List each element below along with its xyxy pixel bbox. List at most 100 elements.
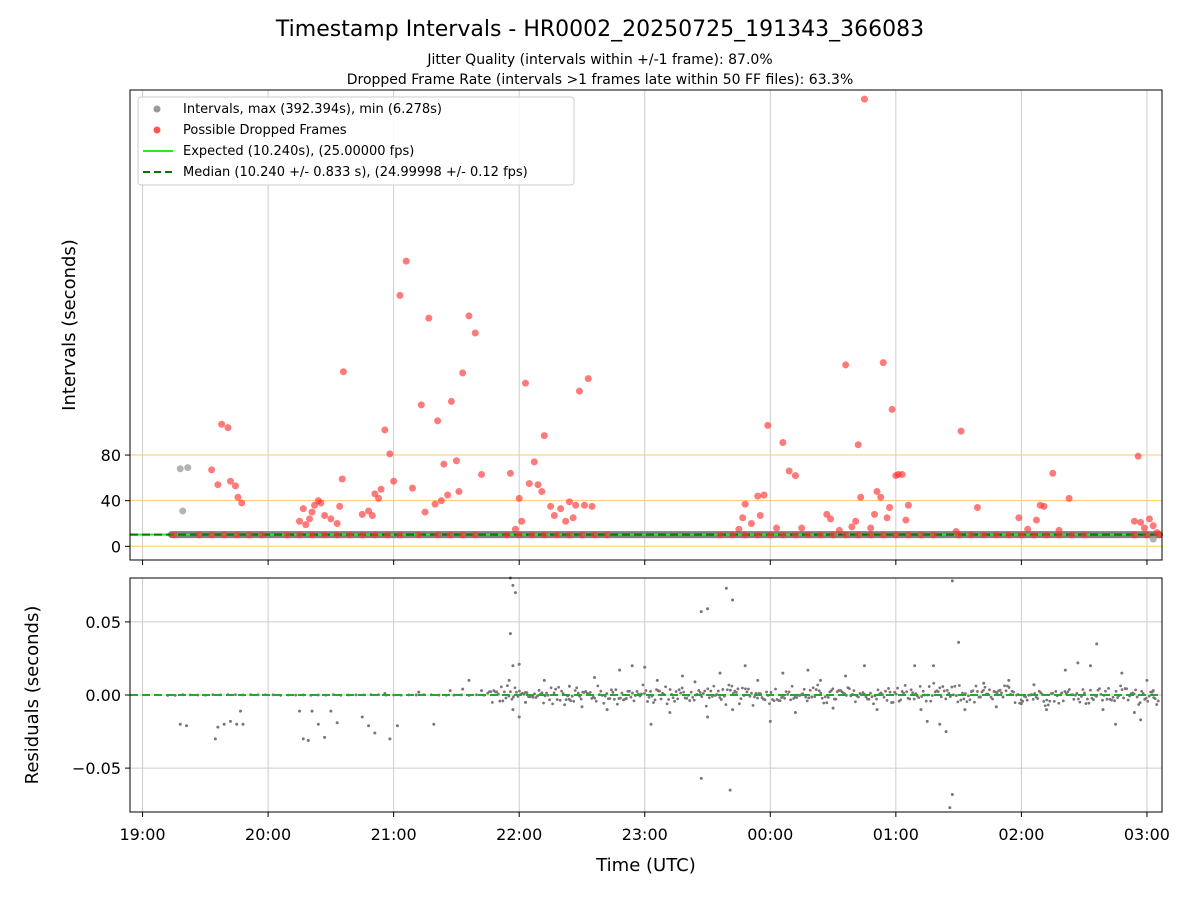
residual-band-point-199 (786, 693, 790, 696)
residual-band-point-190 (772, 699, 776, 703)
residual-band-point-342 (1001, 695, 1005, 699)
dropped-frame-point-147 (528, 531, 536, 539)
dropped-frame-point-28 (381, 426, 389, 434)
residual-point-5 (228, 719, 232, 723)
dropped-frame-point-98 (886, 504, 894, 512)
residual-point-61 (819, 678, 823, 682)
residual-band-point-134 (688, 699, 692, 702)
residual-band-point-418 (1116, 696, 1119, 699)
residual-point-21 (395, 724, 399, 728)
legend: Intervals, max (392.394s), min (6.278s) … (137, 96, 575, 186)
residual-point-78 (950, 579, 954, 583)
residual-band-point-118 (664, 685, 667, 689)
residual-band-point-167 (738, 702, 741, 706)
residual-band-point-283 (912, 697, 916, 701)
residual-band-point-200 (787, 690, 791, 694)
residual-band-point-443 (1153, 697, 1157, 701)
dropped-frame-point-104 (904, 501, 912, 509)
residual-band-point-60 (576, 691, 580, 695)
residual-band-point-175 (750, 691, 753, 695)
residual-band-point-18 (513, 686, 517, 690)
residual-band-point-212 (805, 699, 809, 703)
residual-point-92 (1095, 642, 1099, 646)
dropped-frame-point-162 (817, 531, 825, 539)
residual-band-point-145 (704, 704, 708, 708)
dropped-frame-point-145 (503, 531, 511, 539)
residual-point-22 (432, 722, 436, 726)
legend-label-intervals: Intervals, max (392.394s), min (6.278s) (183, 102, 442, 117)
residual-band-point-130 (682, 690, 686, 694)
residual-band-point-280 (908, 697, 912, 701)
residuals-ytick-label-2: 0.05 (85, 613, 121, 632)
residual-band-point-455 (234, 693, 237, 697)
residual-band-point-24 (522, 692, 526, 696)
residual-band-point-312 (956, 700, 960, 704)
dropped-frame-point-129 (258, 531, 266, 539)
dropped-frame-point-49 (506, 469, 514, 477)
residual-band-point-62 (579, 697, 583, 701)
dropped-frame-point-15 (317, 499, 325, 507)
residual-band-point-397 (1084, 702, 1088, 705)
residual-band-point-294 (929, 699, 933, 703)
residual-band-point-219 (816, 683, 820, 687)
dropped-frame-point-81 (791, 472, 799, 480)
dropped-frame-point-4 (226, 477, 234, 485)
residual-point-55 (743, 664, 747, 668)
dropped-frame-point-135 (346, 531, 354, 539)
residual-point-28 (480, 689, 484, 693)
residual-point-38 (507, 678, 511, 682)
dropped-frame-point-118 (1137, 518, 1145, 526)
dropped-frame-point-0 (208, 466, 216, 474)
residual-band-point-97 (632, 699, 636, 703)
residual-band-point-295 (930, 694, 934, 697)
residual-point-88 (1044, 708, 1048, 712)
residual-band-point-106 (646, 700, 649, 703)
residual-band-point-400 (1089, 688, 1092, 692)
dropped-frame-point-167 (879, 531, 887, 539)
intervals-ytick-label-0: 0 (111, 537, 121, 556)
residual-point-54 (731, 708, 735, 712)
residual-band-point-302 (941, 685, 945, 688)
residual-band-point-434 (1140, 689, 1144, 693)
residual-band-point-240 (847, 687, 851, 690)
residual-band-point-274 (899, 698, 903, 702)
residual-band-point-377 (1054, 690, 1058, 693)
dropped-frame-point-80 (785, 467, 793, 475)
dropped-frame-point-47 (471, 329, 479, 337)
residual-band-point-391 (1075, 691, 1079, 695)
intervals-ytick-label-1: 40 (101, 492, 121, 511)
interval-point-3 (1149, 535, 1157, 543)
chart-subtitle-dropped: Dropped Frame Rate (intervals >1 frames … (347, 72, 854, 88)
residual-band-point-319 (967, 694, 970, 698)
residual-band-point-444 (1155, 703, 1159, 706)
residual-band-point-246 (857, 695, 860, 699)
residual-point-30 (511, 583, 515, 587)
dropped-frame-point-125 (208, 531, 216, 539)
dropped-frame-point-24 (368, 512, 376, 520)
dropped-frame-point-161 (804, 531, 812, 539)
residual-point-3 (216, 725, 220, 729)
residual-band-point-393 (1078, 700, 1082, 704)
residual-band-point-487 (475, 693, 478, 697)
dropped-frame-point-63 (565, 498, 573, 506)
residual-point-89 (1063, 668, 1067, 672)
residual-band-point-313 (957, 684, 961, 687)
residual-band-point-160 (727, 683, 731, 687)
residual-band-point-420 (1119, 684, 1122, 688)
residual-point-65 (875, 708, 879, 712)
residual-band-point-30 (531, 695, 535, 699)
residual-band-point-224 (823, 695, 827, 699)
residual-band-point-304 (944, 697, 948, 701)
residual-band-point-452 (211, 693, 215, 697)
residual-band-point-411 (1105, 697, 1109, 701)
dropped-frame-point-54 (525, 480, 533, 488)
dropped-frame-point-35 (421, 508, 429, 516)
dropped-frame-point-97 (883, 514, 891, 522)
residual-band-point-42 (549, 686, 553, 690)
residual-point-27 (467, 678, 471, 682)
residual-point-86 (1019, 702, 1023, 706)
residual-point-58 (781, 671, 785, 675)
legend-label-dropped: Possible Dropped Frames (183, 123, 347, 138)
residual-point-91 (1088, 664, 1092, 668)
residual-band-point-218 (814, 688, 818, 691)
